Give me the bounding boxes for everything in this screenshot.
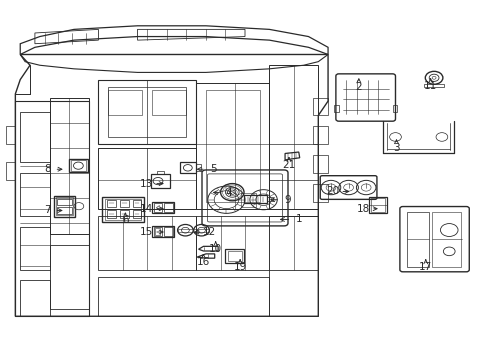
Text: 13: 13 [140,179,153,189]
Bar [108,90,143,116]
Bar [49,98,89,234]
Bar [180,162,196,173]
Bar [15,101,89,316]
Bar [133,200,142,207]
Bar [71,160,86,171]
Bar [5,162,15,180]
Bar [105,199,142,220]
Text: 6: 6 [122,215,128,225]
Bar [228,251,242,261]
Bar [54,196,75,217]
Bar [314,155,328,173]
Bar [69,159,88,172]
Bar [107,200,116,207]
Bar [120,200,129,207]
Bar [5,126,15,144]
Bar [432,212,462,267]
Bar [334,105,339,112]
Text: 21: 21 [282,159,295,170]
Bar [57,199,72,205]
Bar [270,216,318,316]
Bar [133,211,142,218]
Bar [164,227,172,235]
Text: 14: 14 [140,204,153,214]
Bar [268,197,273,201]
Text: 10: 10 [209,244,222,254]
Bar [368,197,387,213]
Bar [407,212,429,267]
Text: 5: 5 [210,164,217,174]
Bar [164,203,172,212]
Bar [56,197,73,215]
Text: 12: 12 [203,227,217,237]
Bar [314,126,328,144]
Text: 18: 18 [357,204,370,214]
Bar [57,207,72,214]
Text: 7: 7 [44,206,50,216]
Bar [98,80,196,144]
Bar [314,98,328,116]
Text: 2: 2 [356,82,362,92]
Text: 3: 3 [393,143,400,153]
Bar [314,184,328,202]
Bar [424,84,444,87]
Bar [155,228,160,234]
Text: 19: 19 [234,262,247,272]
Text: 4: 4 [225,188,232,198]
Text: 1: 1 [295,215,302,224]
Text: 17: 17 [419,262,432,272]
Bar [102,197,144,222]
Bar [196,216,318,270]
Bar [244,195,268,203]
Bar [157,171,164,174]
Bar [108,87,186,137]
Bar [225,249,244,263]
Bar [20,280,49,316]
Bar [98,148,196,209]
Bar [152,202,174,213]
Bar [98,216,196,270]
Text: 9: 9 [284,195,291,205]
Bar [392,105,397,112]
Bar [152,226,174,237]
Bar [370,198,385,212]
Bar [196,83,270,209]
Text: 16: 16 [197,257,210,267]
Bar [206,90,260,202]
Bar [177,229,209,231]
Bar [270,65,318,209]
Bar [196,164,200,171]
Text: 15: 15 [140,227,153,237]
Bar [154,227,162,235]
Bar [98,277,270,316]
Bar [154,203,162,212]
Text: 20: 20 [326,186,340,197]
Bar [241,193,256,207]
Bar [107,211,116,218]
Bar [151,174,170,188]
Text: 8: 8 [44,164,50,174]
Bar [20,226,49,270]
Bar [20,173,49,216]
Bar [20,112,49,162]
Text: 11: 11 [424,81,437,91]
Bar [120,211,129,218]
Bar [152,90,186,116]
Bar [49,244,89,309]
